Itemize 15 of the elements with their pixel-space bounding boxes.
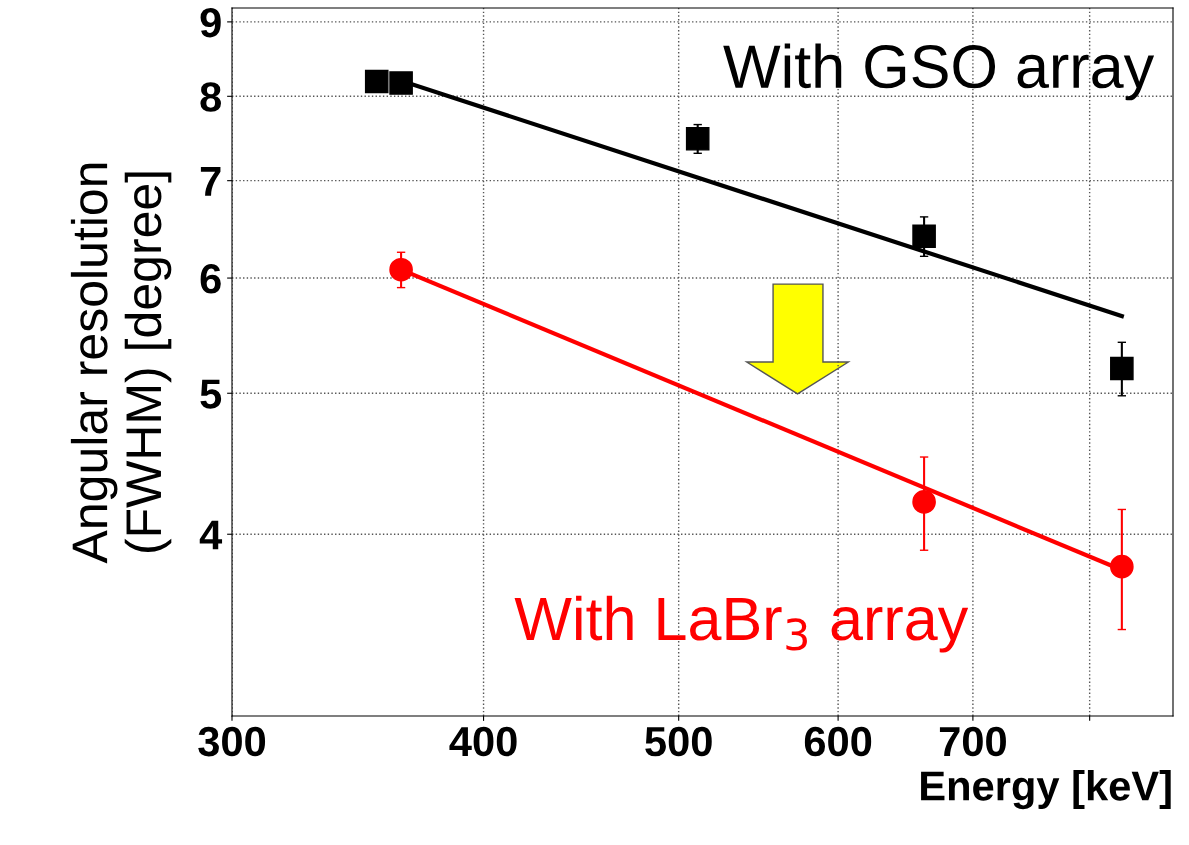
x-tick-label: 600 bbox=[804, 726, 872, 757]
y-tick-label: 5 bbox=[200, 379, 222, 409]
y-axis-title: Angular resolution (FWHM) [degree] bbox=[70, 163, 172, 564]
y-tick-label: 8 bbox=[200, 82, 221, 112]
x-tick-label: 500 bbox=[645, 726, 712, 757]
series-label: With LaBr$_{3}$ array bbox=[514, 595, 969, 653]
series-label: With GSO array bbox=[723, 43, 1155, 101]
x-tick-label: 700 bbox=[939, 726, 1006, 757]
y-tick-label: 6 bbox=[200, 264, 221, 294]
x-tick-label: 400 bbox=[449, 726, 517, 757]
y-tick-label: 9 bbox=[200, 7, 221, 38]
x-axis-title: Energy [keV] bbox=[921, 770, 1171, 810]
y-tick-label: 4 bbox=[199, 520, 223, 550]
x-tick-label: 300 bbox=[198, 726, 266, 757]
y-tick-label: 7 bbox=[200, 167, 221, 196]
